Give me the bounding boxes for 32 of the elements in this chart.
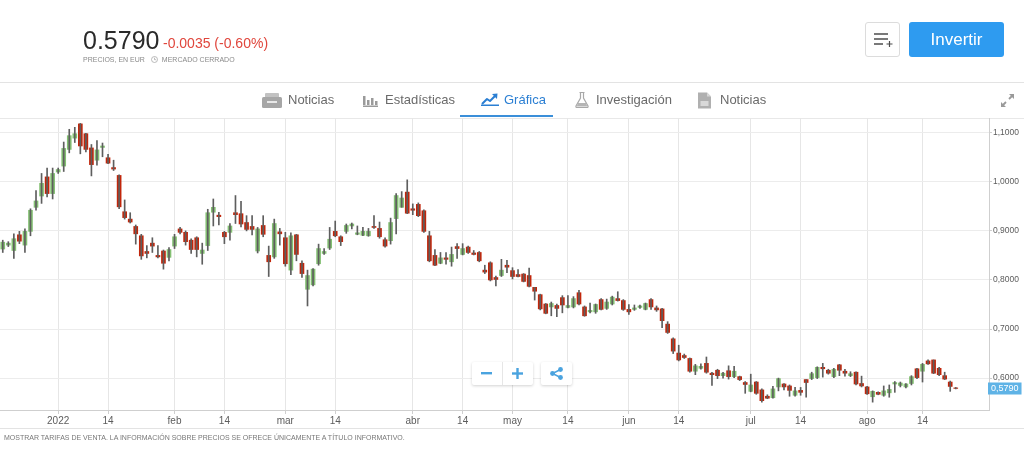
text: Noticias [288,92,335,108]
x-tick-label: jun [621,414,636,426]
x-tick-label: 14 [562,414,574,426]
x-tick-label: mar [276,414,295,426]
y-tick-label: 0,7000 [993,323,1020,334]
candlestick [864,386,870,395]
x-tick-label: ago [858,414,876,426]
text: Investigación [596,92,672,108]
x-tick-label: 14 [916,414,929,426]
y-tick-label: 0,6000 [993,372,1020,383]
y-tick-label: 1,1000 [993,127,1020,138]
chart-subtitle: -0.0035 (-0.60%) [163,35,269,51]
x-tick-label: feb [167,414,182,426]
x-tick-label: 14 [673,414,685,426]
y-tick-label: 1,0000 [993,176,1020,187]
x-tick-label: may [503,414,522,426]
x-tick-label: 14 [218,414,231,426]
text: 0,5790 [991,383,1019,394]
x-tick-label: 2022 [47,414,70,426]
x-tick-label: 14 [795,414,807,426]
y-tick-label: 0,8000 [993,274,1020,285]
y-tick-label: 0,9000 [993,225,1020,236]
x-tick-label: jul [744,414,756,426]
x-tick-label: 14 [102,414,115,426]
text: Gráfica [504,92,546,108]
chart-title: 0.5790 [83,26,160,54]
x-tick-label: abr [405,414,421,426]
x-tick-label: 14 [329,414,342,426]
text: Estadísticas [385,92,456,108]
invest-button: Invertir [909,22,1004,57]
x-tick-label: 14 [457,414,469,426]
text: Noticias [720,92,767,108]
